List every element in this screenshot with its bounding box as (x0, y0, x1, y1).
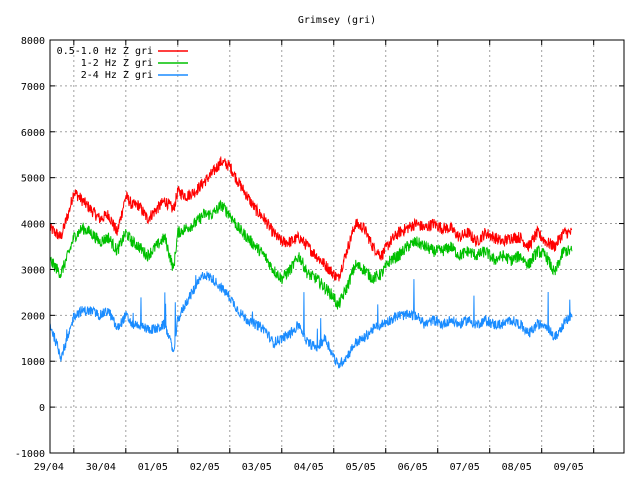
x-axis: 29/04 30/04 01/05 02/05 03/05 04/05 05/05 06/05… (34, 40, 595, 473)
y-tick-label: 3000 (21, 265, 45, 276)
x-tick-label: 06/05 (398, 462, 428, 473)
x-tick-label: 07/05 (450, 462, 480, 473)
series-line-2 (49, 271, 573, 369)
y-tick-label: 6000 (21, 128, 45, 139)
legend-label: 2-4 Hz Z gri (81, 70, 153, 81)
x-tick-label: 02/05 (190, 462, 220, 473)
plot-frame (49, 39, 625, 454)
y-tick-label: 0 (39, 403, 45, 414)
x-tick-label: 04/05 (294, 462, 324, 473)
y-tick-label: -1000 (15, 449, 45, 460)
x-tick-label: 03/05 (242, 462, 272, 473)
x-tick-label: 30/04 (86, 462, 116, 473)
y-tick-label: 7000 (21, 82, 45, 93)
x-tick-label: 01/05 (138, 462, 168, 473)
y-tick-label: 1000 (21, 357, 45, 368)
x-tick-label: 05/05 (346, 462, 376, 473)
legend-label: 0.5-1.0 Hz Z gri (57, 46, 153, 57)
y-tick-label: 8000 (21, 36, 45, 47)
legend-label: 1-2 Hz Z gri (81, 58, 153, 69)
x-tick-label: 09/05 (554, 462, 584, 473)
chart-title: Grimsey (gri) (298, 15, 376, 26)
y-tick-label: 2000 (21, 311, 45, 322)
y-tick-label: 4000 (21, 220, 45, 231)
series-line-0 (49, 156, 573, 282)
series-plot-area (49, 156, 573, 369)
y-tick-label: 5000 (21, 174, 45, 185)
x-tick-label: 08/05 (502, 462, 532, 473)
y-axis: -1000 0 1000 2000 3000 4000 5000 6000 7000 8000 (15, 36, 624, 460)
x-tick-label: 29/04 (34, 462, 64, 473)
series-line-1 (49, 199, 573, 310)
